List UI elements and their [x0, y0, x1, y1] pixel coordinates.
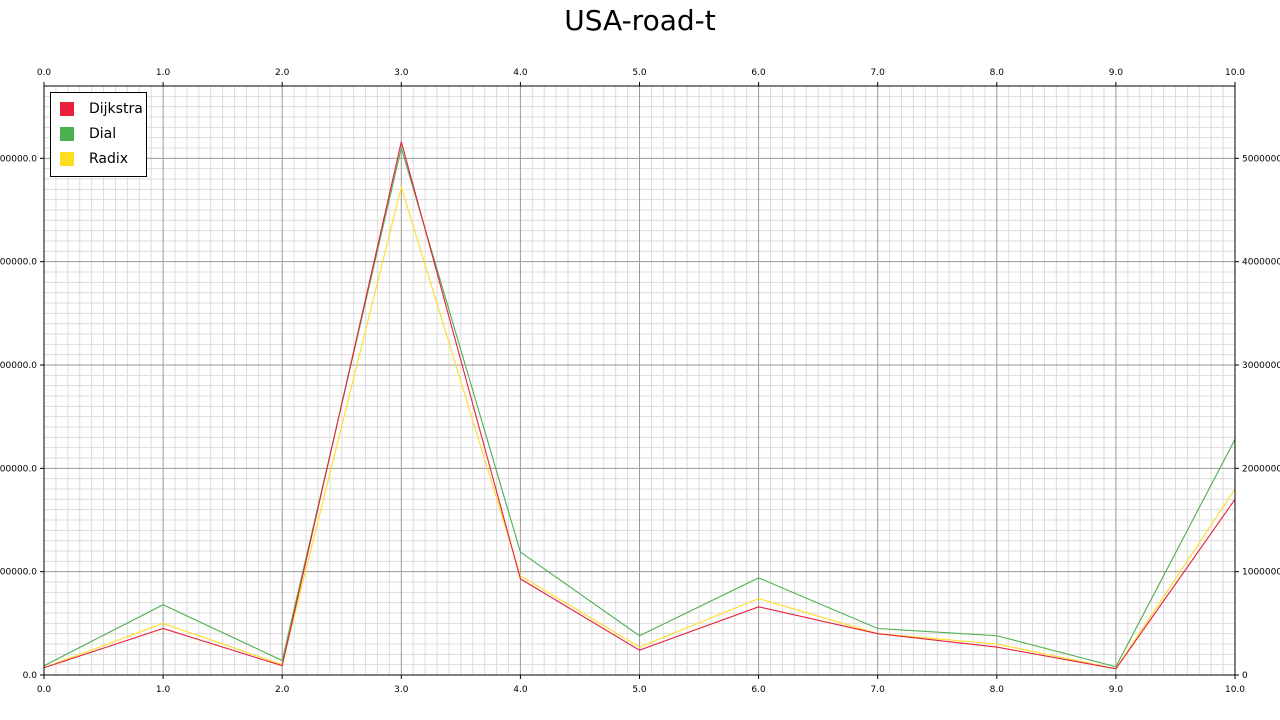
- series-line-dial: [43, 145, 1236, 668]
- x-tick-label-bottom: 2.0: [275, 685, 290, 695]
- x-tick-label-bottom: 10.0: [1225, 685, 1245, 695]
- legend-swatch-radix: [60, 152, 74, 166]
- y-tick-label-left: 000000.0: [0, 154, 37, 164]
- legend-label-dial: Dial: [89, 126, 117, 142]
- major-grid: [43, 86, 1236, 676]
- x-tick-label-top: 3.0: [394, 68, 409, 78]
- x-tick-label-top: 8.0: [990, 68, 1005, 78]
- x-tick-label-bottom: 1.0: [156, 685, 171, 695]
- x-tick-label-top: 9.0: [1109, 68, 1124, 78]
- y-tick-label-left: 0.0: [23, 671, 38, 681]
- legend-item-dial: Dial: [60, 125, 116, 143]
- legend-label-radix: Radix: [89, 151, 129, 167]
- y-tick-label-right: 5000000: [1242, 154, 1280, 164]
- y-tick-label-right: 4000000: [1242, 258, 1280, 268]
- tick-labels: 0.0 0.0 1.0 1.0 2.0 2.0 3.0 3.0 4.0 4.0 5.0 5.0 6.0 6…: [0, 68, 1280, 695]
- x-tick-label-bottom: 9.0: [1109, 685, 1124, 695]
- legend-label-dijkstra: Dijkstra: [89, 101, 143, 117]
- x-tick-label-bottom: 8.0: [990, 685, 1005, 695]
- y-tick-label-left: 000000.0: [0, 568, 37, 578]
- axis-ticks: [40, 82, 1239, 679]
- x-tick-label-top: 2.0: [275, 68, 290, 78]
- x-tick-label-bottom: 5.0: [632, 685, 647, 695]
- legend-item-radix: Radix: [60, 150, 128, 168]
- series-layer: [43, 141, 1236, 670]
- x-tick-label-top: 4.0: [513, 68, 528, 78]
- x-tick-label-top: 7.0: [871, 68, 886, 78]
- y-tick-label-left: 000000.0: [0, 258, 37, 268]
- x-tick-label-bottom: 7.0: [871, 685, 886, 695]
- legend: Dijkstra Dial Radix: [50, 92, 147, 177]
- x-tick-label-bottom: 4.0: [513, 685, 528, 695]
- chart-title: USA-road-t: [564, 4, 716, 37]
- x-tick-label-bottom: 3.0: [394, 685, 409, 695]
- x-tick-label-top: 5.0: [632, 68, 647, 78]
- x-tick-label-bottom: 6.0: [751, 685, 766, 695]
- y-tick-label-left: 000000.0: [0, 361, 37, 371]
- x-tick-label-bottom: 0.0: [37, 685, 52, 695]
- legend-swatch-dijkstra: [60, 102, 74, 116]
- y-tick-label-right: 3000000: [1242, 361, 1280, 371]
- x-tick-label-top: 6.0: [751, 68, 766, 78]
- y-tick-label-right: 2000000: [1242, 464, 1280, 474]
- y-tick-label-right: 0: [1242, 671, 1248, 681]
- series-line-dijkstra: [43, 141, 1236, 670]
- x-tick-label-top: 1.0: [156, 68, 171, 78]
- y-tick-label-right: 1000000: [1242, 568, 1280, 578]
- legend-swatch-dial: [60, 127, 74, 141]
- x-tick-label-top: 10.0: [1225, 68, 1245, 78]
- legend-item-dijkstra: Dijkstra: [60, 100, 143, 118]
- y-tick-label-left: 000000.0: [0, 464, 37, 474]
- series-line-radix: [43, 185, 1236, 670]
- x-tick-label-top: 0.0: [37, 68, 52, 78]
